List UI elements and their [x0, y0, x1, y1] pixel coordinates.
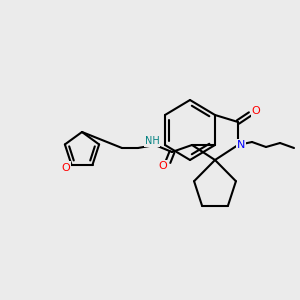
- Text: NH: NH: [145, 136, 159, 146]
- Text: O: O: [159, 161, 167, 171]
- Text: O: O: [252, 106, 260, 116]
- Text: O: O: [61, 163, 70, 172]
- Text: N: N: [237, 140, 245, 150]
